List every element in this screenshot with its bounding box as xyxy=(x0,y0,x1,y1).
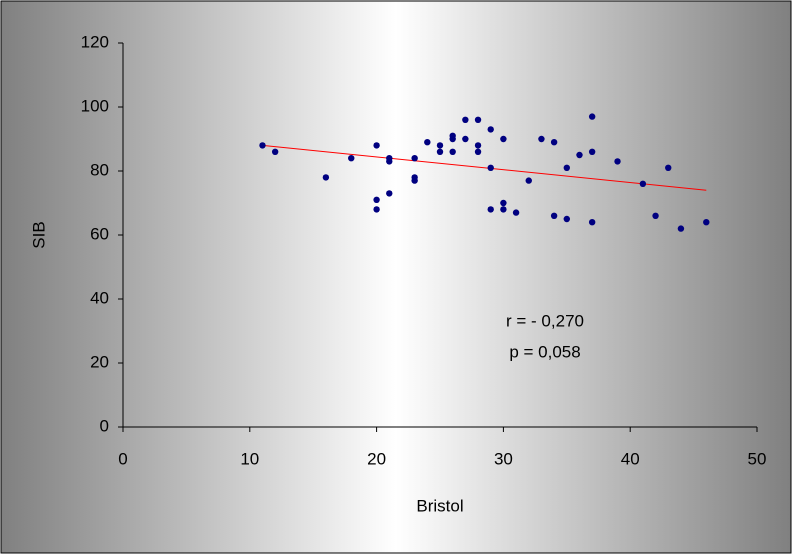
x-tick-label: 20 xyxy=(367,449,386,468)
point xyxy=(500,135,507,143)
point xyxy=(462,135,469,143)
point xyxy=(487,164,494,171)
point xyxy=(703,219,710,226)
y-tick-label: 40 xyxy=(90,288,109,307)
point xyxy=(462,116,469,124)
point xyxy=(563,164,570,171)
y-tick-label: 60 xyxy=(90,224,109,243)
point xyxy=(373,206,380,213)
point xyxy=(639,180,647,187)
point xyxy=(500,199,507,207)
point xyxy=(436,148,444,155)
point xyxy=(322,174,330,181)
point xyxy=(449,135,456,143)
annotation: p = 0,058 xyxy=(509,342,580,361)
point xyxy=(386,158,393,165)
point xyxy=(386,190,393,197)
point xyxy=(259,142,266,149)
y-tick-label: 0 xyxy=(100,416,109,435)
point xyxy=(271,148,279,155)
point xyxy=(614,158,621,165)
point xyxy=(348,155,355,162)
point xyxy=(588,219,596,226)
x-tick-label: 50 xyxy=(748,449,767,468)
annotation: r = - 0,270 xyxy=(506,311,584,330)
point xyxy=(588,113,596,120)
x-tick-label: 0 xyxy=(118,449,127,468)
x-tick-label: 10 xyxy=(240,449,259,468)
point xyxy=(563,215,570,223)
x-tick-label: 40 xyxy=(621,449,640,468)
point xyxy=(474,142,482,149)
point xyxy=(588,148,596,155)
point xyxy=(500,206,507,213)
point xyxy=(373,196,380,203)
point xyxy=(576,151,583,159)
point xyxy=(474,116,482,124)
y-tick-label: 20 xyxy=(90,352,109,371)
point xyxy=(550,139,558,146)
point xyxy=(652,212,659,219)
y-tick-label: 120 xyxy=(81,32,109,51)
point xyxy=(487,206,494,213)
point xyxy=(677,225,685,232)
point xyxy=(373,142,380,149)
x-axis-label: Bristol xyxy=(416,496,463,515)
point xyxy=(538,135,545,143)
y-tick-label: 100 xyxy=(81,96,109,115)
point xyxy=(411,155,418,162)
y-tick-label: 80 xyxy=(90,160,109,179)
point xyxy=(665,164,672,171)
x-tick-label: 30 xyxy=(494,449,513,468)
point xyxy=(487,126,494,133)
point xyxy=(550,212,558,219)
point xyxy=(525,177,532,184)
y-axis-label: SIB xyxy=(29,221,48,248)
point xyxy=(411,177,418,184)
trendline xyxy=(262,144,707,191)
point xyxy=(424,139,431,146)
point xyxy=(449,148,456,155)
point xyxy=(436,142,444,149)
point xyxy=(474,148,482,155)
point xyxy=(512,209,520,216)
